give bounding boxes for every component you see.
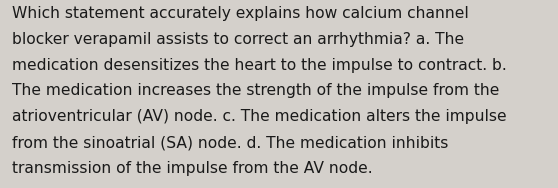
Text: medication desensitizes the heart to the impulse to contract. b.: medication desensitizes the heart to the… bbox=[12, 58, 507, 73]
Text: transmission of the impulse from the AV node.: transmission of the impulse from the AV … bbox=[12, 161, 373, 176]
Text: The medication increases the strength of the impulse from the: The medication increases the strength of… bbox=[12, 83, 499, 99]
Text: from the sinoatrial (SA) node. d. The medication inhibits: from the sinoatrial (SA) node. d. The me… bbox=[12, 135, 449, 150]
Text: blocker verapamil assists to correct an arrhythmia? a. The: blocker verapamil assists to correct an … bbox=[12, 32, 464, 47]
Text: atrioventricular (AV) node. c. The medication alters the impulse: atrioventricular (AV) node. c. The medic… bbox=[12, 109, 507, 124]
Text: Which statement accurately explains how calcium channel: Which statement accurately explains how … bbox=[12, 6, 469, 21]
